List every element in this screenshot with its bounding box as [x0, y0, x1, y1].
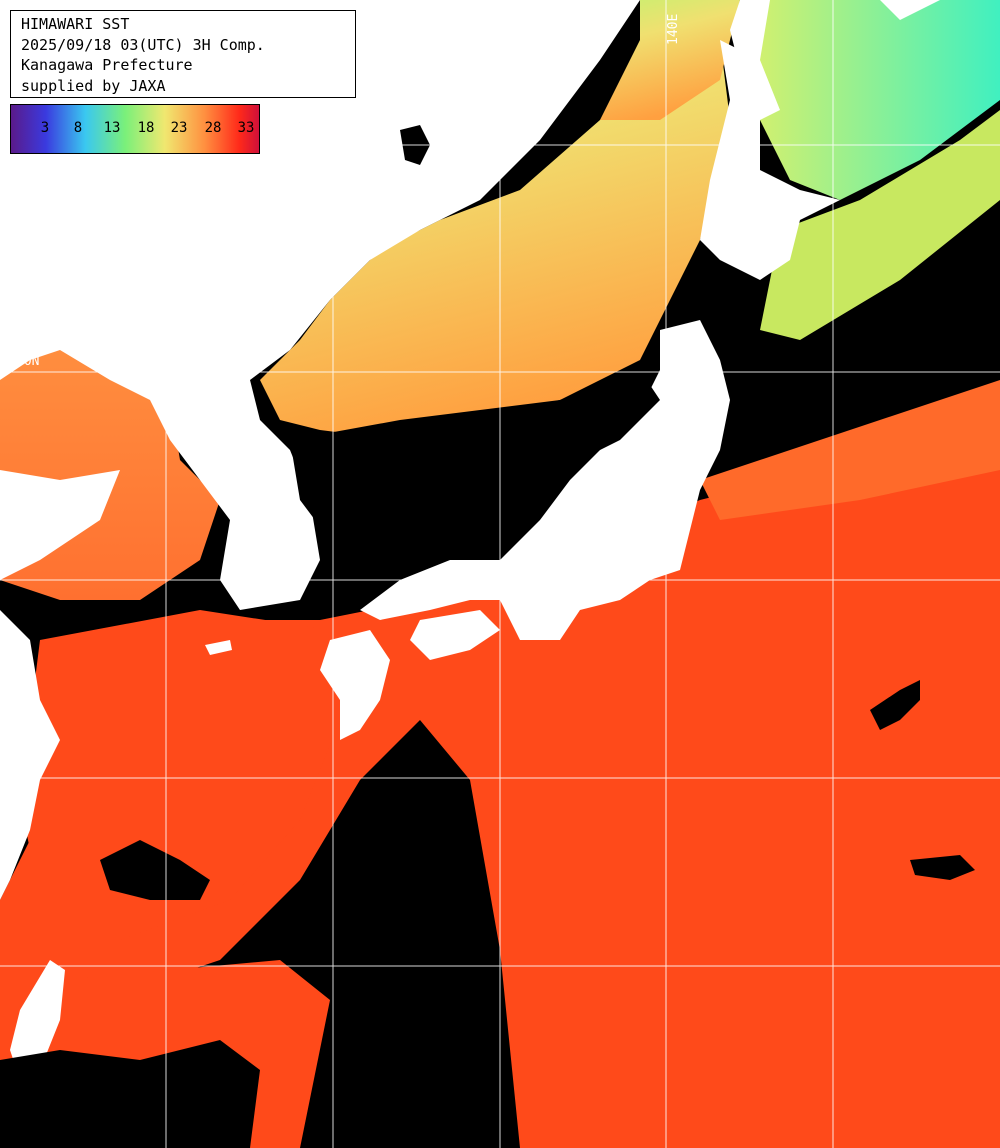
cloud-southwest — [0, 1040, 260, 1148]
lat-label-30n: 30N — [20, 760, 44, 775]
sea-north-strait — [600, 0, 740, 120]
legend-tick: 28 — [204, 120, 222, 136]
region-name: Kanagawa Prefecture — [21, 56, 193, 74]
jeju-island — [205, 640, 232, 655]
cloud-south-band — [320, 780, 480, 960]
china-coast-land — [0, 610, 60, 900]
cloud-east-1 — [870, 680, 920, 730]
kyushu-land — [320, 630, 390, 740]
hokkaido-land — [700, 40, 840, 280]
okhotsk-sea — [760, 0, 1000, 200]
legend-tick: 33 — [237, 120, 255, 136]
legend-tick: 23 — [170, 120, 188, 136]
sakhalin-land — [730, 0, 770, 70]
honshu-land — [360, 320, 730, 640]
temperature-legend: 3 8 13 18 23 28 33 — [10, 104, 260, 154]
lat-label-40n: 40N — [16, 354, 40, 369]
product-title: HIMAWARI SST — [21, 15, 130, 33]
legend-colorbar — [11, 105, 259, 153]
warm-sea-east-china — [20, 610, 340, 940]
cloud-sea-japan — [290, 370, 660, 540]
shikoku-land — [410, 610, 500, 660]
supplier-credit: supplied by JAXA — [21, 76, 166, 95]
shandong-land — [0, 470, 120, 580]
sea-of-japan — [260, 40, 730, 440]
cloud-east-2 — [910, 855, 975, 880]
map-info-box: HIMAWARI SST 2025/09/18 03(UTC) 3H Comp.… — [10, 10, 356, 98]
legend-tick: 3 — [40, 120, 50, 136]
legend-tick: 18 — [137, 120, 155, 136]
cloud-west — [100, 840, 210, 900]
taiwan-land — [10, 960, 65, 1080]
lon-label-140e: 140E — [666, 13, 681, 45]
timestamp: 2025/09/18 03(UTC) 3H Comp. — [21, 35, 265, 54]
legend-ticks: 3 8 13 18 23 28 33 — [11, 105, 259, 153]
warm-sea-northeast-band — [700, 380, 1000, 520]
legend-tick: 13 — [103, 120, 121, 136]
legend-tick: 8 — [73, 120, 83, 136]
northern-islands-land — [880, 0, 940, 20]
pacific-north-coast — [760, 110, 1000, 340]
